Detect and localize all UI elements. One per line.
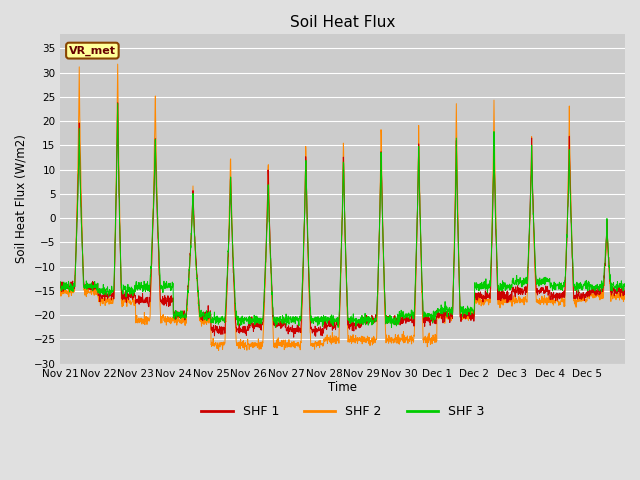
SHF 3 <box>621 284 629 289</box>
SHF 2 <box>56 289 64 295</box>
SHF 2 <box>114 61 122 67</box>
SHF 2 <box>215 348 223 353</box>
Legend: SHF 1, SHF 2, SHF 3: SHF 1, SHF 2, SHF 3 <box>196 400 489 423</box>
Y-axis label: Soil Heat Flux (W/m2): Soil Heat Flux (W/m2) <box>15 134 28 263</box>
SHF 1 <box>621 288 629 294</box>
SHF 3 <box>360 315 367 321</box>
SHF 1 <box>290 334 298 340</box>
SHF 3 <box>588 284 595 290</box>
SHF 2 <box>214 346 222 351</box>
SHF 3 <box>508 282 515 288</box>
SHF 3 <box>214 316 222 322</box>
SHF 1 <box>372 312 380 318</box>
SHF 2 <box>621 293 629 299</box>
SHF 1 <box>508 294 515 300</box>
Title: Soil Heat Flux: Soil Heat Flux <box>290 15 396 30</box>
Line: SHF 3: SHF 3 <box>60 103 625 327</box>
Line: SHF 2: SHF 2 <box>60 64 625 350</box>
Text: VR_met: VR_met <box>69 46 116 56</box>
X-axis label: Time: Time <box>328 382 357 395</box>
SHF 3 <box>572 285 579 290</box>
SHF 2 <box>572 295 579 300</box>
SHF 3 <box>372 319 380 325</box>
SHF 2 <box>508 293 515 299</box>
SHF 1 <box>572 295 579 300</box>
Line: SHF 1: SHF 1 <box>60 103 625 337</box>
SHF 2 <box>372 337 380 343</box>
SHF 1 <box>214 328 222 334</box>
SHF 3 <box>114 100 122 106</box>
SHF 1 <box>114 100 122 106</box>
SHF 3 <box>388 324 396 330</box>
SHF 3 <box>56 279 64 285</box>
SHF 2 <box>588 293 595 299</box>
SHF 2 <box>360 337 367 343</box>
SHF 1 <box>56 279 64 285</box>
SHF 1 <box>360 317 367 323</box>
SHF 1 <box>588 288 595 293</box>
